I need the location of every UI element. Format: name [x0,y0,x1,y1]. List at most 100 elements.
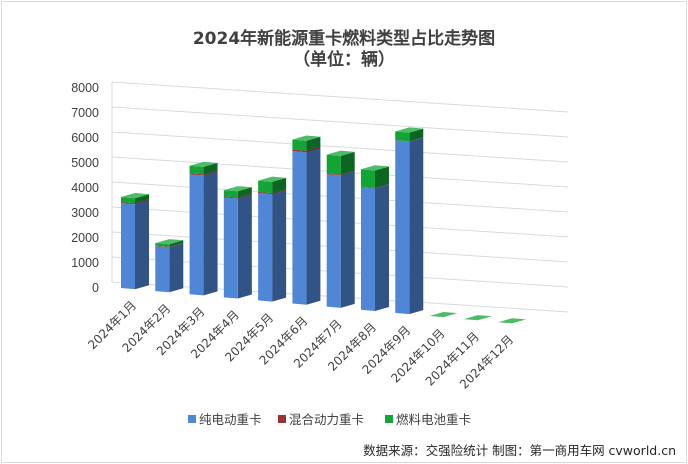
bar-segment-side [169,242,184,248]
bar-group [121,193,149,290]
bar-segment [326,174,341,308]
bar-segment-side [374,166,389,188]
chart-title: 2024年新能源重卡燃料类型占比走势图 [193,28,495,49]
x-axis-categories: 2024年1月2024年2月2024年3月2024年4月2024年5月2024年… [85,298,516,391]
bar-group [155,239,184,293]
bar-segment-side [409,137,424,315]
bar-segment [155,243,170,247]
bar-group [258,176,287,302]
bar-segment-side [135,200,149,290]
y-tick-label: 5000 [71,156,99,170]
bar-segment [292,149,307,153]
bar-segment [292,151,307,305]
y-tick-label: 1000 [71,256,99,270]
bar-segment [258,191,273,195]
bar-segment [121,203,135,290]
gridlines [111,81,569,313]
y-tick-label: 8000 [71,81,99,95]
bar-segment [189,173,204,176]
y-tick-label: 6000 [71,131,99,145]
bar-segment-side [272,190,287,302]
bar-top [223,186,252,192]
bar-segment-side [203,171,218,296]
bar-segment-side [306,148,321,305]
bar-segment [155,245,170,248]
bar-segment-side [169,240,184,247]
bar-group [498,318,527,324]
legend-swatch [385,415,393,423]
bar-top [155,239,184,245]
gridline [111,131,569,163]
bar-segment-side [374,183,389,189]
bar-segment-side [374,184,389,311]
legend-label: 燃料电池重卡 [396,412,471,427]
y-tick-label: 0 [92,281,99,295]
bars [121,127,527,324]
bar-segment-side [340,170,355,176]
bar-segment-side [409,137,424,142]
bar-segment-side [135,194,149,204]
bar-segment [326,173,341,176]
bar-segment-side [306,146,321,153]
bar-top [429,311,458,318]
bar-segment-side [340,171,355,308]
bar-segment-side [237,187,252,198]
y-tick-label: 4000 [71,181,99,195]
y-axis-ticks: 0 1000 2000 3000 4000 5000 6000 7000 8000 [71,81,99,295]
bar-segment [258,180,273,194]
bar-segment-side [237,193,252,199]
bar-segment [258,192,273,302]
bar-segment [326,154,341,175]
bar-group [292,135,321,305]
bar-segment [189,174,204,296]
bar-segment [395,131,410,142]
bar-segment [155,246,170,293]
bar-segment-side [306,136,321,151]
legend-swatch [278,415,286,423]
source-note: 数据来源：交强险统计 制图：第一商用车网 cvworld.cn [363,443,676,458]
bar-top [463,315,492,321]
legend-label: 混合动力重卡 [289,412,364,427]
bar-group [360,165,389,311]
bar-segment [189,165,204,175]
bar-group [326,150,355,308]
bar-segment [121,202,135,205]
bar-segment [395,140,410,315]
chart-subtitle: （单位：辆） [293,49,395,70]
bar-top [292,135,321,141]
bar-top [189,161,218,167]
bar-segment [360,186,375,189]
gridline [111,106,569,138]
legend-label: 纯电动重卡 [199,412,262,427]
gridline [111,81,569,113]
bar-segment-side [237,194,252,299]
bar-segment-side [203,162,218,175]
bar-segment [121,197,135,204]
bar-segment [223,196,238,199]
bar-group [189,161,218,296]
bar-segment [395,140,410,142]
bar-segment-side [203,170,218,176]
bar-top [395,127,424,133]
bar-segment-side [169,243,184,293]
bar-top [498,318,527,324]
bar-group [395,127,424,315]
bar-top [360,165,389,171]
y-tick-label: 2000 [71,231,99,245]
bar-segment [360,169,375,188]
bar-segment [223,197,238,299]
y-tick-label: 7000 [71,106,99,120]
bar-segment-side [272,189,287,195]
bar-segment [292,139,307,151]
bar-segment [360,187,375,311]
bar-segment-side [409,128,424,142]
bar-top [121,193,149,199]
bar-group [223,186,252,299]
y-tick-label: 3000 [71,206,99,220]
bar-group [463,315,492,321]
bar-top [326,150,355,156]
bar-segment-side [135,199,149,205]
bar-segment-side [340,151,355,175]
bar-segment [223,190,238,198]
